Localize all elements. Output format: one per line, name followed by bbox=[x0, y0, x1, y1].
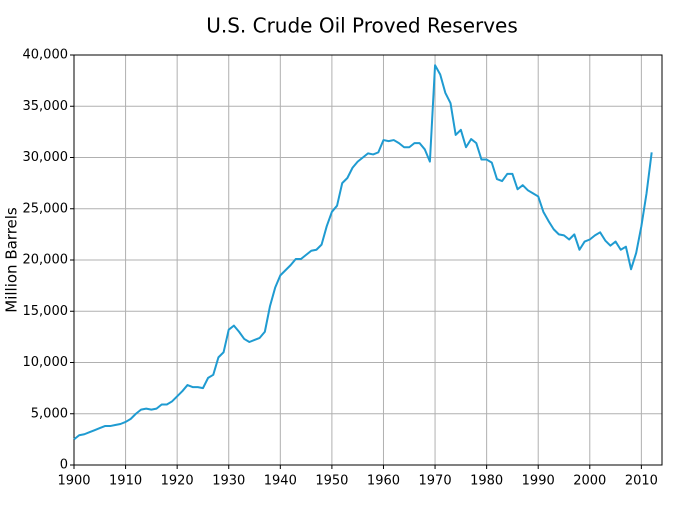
y-axis-label: Million Barrels bbox=[3, 207, 21, 313]
y-tick-label: 30,000 bbox=[23, 150, 69, 165]
y-tick-label: 25,000 bbox=[23, 201, 69, 216]
data-line bbox=[73, 64, 653, 441]
x-tick-label: 1910 bbox=[109, 474, 142, 489]
y-tick-label: 35,000 bbox=[23, 99, 69, 114]
x-tick-label: 2000 bbox=[573, 474, 606, 489]
y-tick-label: 20,000 bbox=[23, 253, 69, 268]
y-tick-label: 40,000 bbox=[23, 48, 69, 63]
x-tick-label: 1930 bbox=[212, 474, 245, 489]
x-tick-label: 1920 bbox=[161, 474, 194, 489]
y-tick-label: 0 bbox=[60, 458, 68, 473]
chart-title: U.S. Crude Oil Proved Reserves bbox=[206, 14, 518, 38]
y-tick-label: 15,000 bbox=[23, 304, 69, 319]
x-tick-label: 1950 bbox=[315, 474, 348, 489]
x-tick-label: 2010 bbox=[625, 474, 658, 489]
plot-frame bbox=[73, 54, 663, 466]
x-tick-label: 1980 bbox=[470, 474, 503, 489]
x-tick-label: 1940 bbox=[264, 474, 297, 489]
x-tick-label: 1990 bbox=[522, 474, 555, 489]
x-tick-label: 1970 bbox=[419, 474, 452, 489]
x-tick-label: 1960 bbox=[367, 474, 400, 489]
y-tick-label: 5,000 bbox=[31, 406, 68, 421]
y-tick-label: 10,000 bbox=[23, 355, 69, 370]
x-tick-label: 1900 bbox=[57, 474, 90, 489]
